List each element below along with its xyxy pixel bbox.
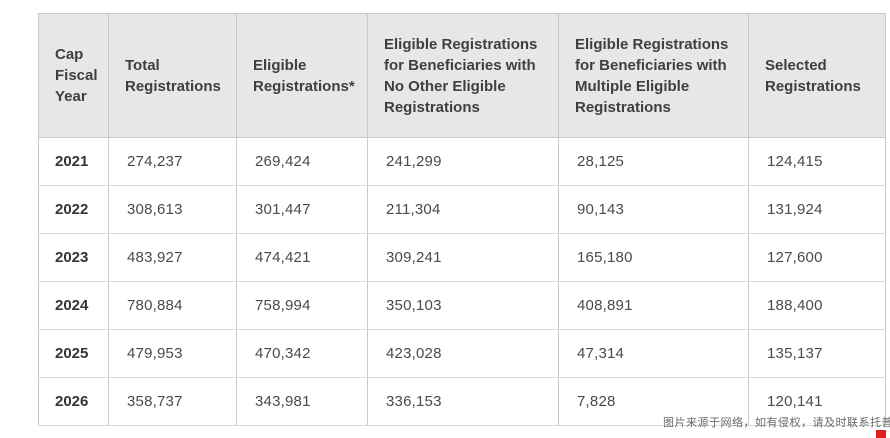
value-cell-eligible: 474,421 bbox=[236, 233, 368, 282]
year-cell: 2021 bbox=[38, 137, 109, 186]
value-cell-total: 479,953 bbox=[108, 329, 237, 378]
corner-mark-red bbox=[876, 430, 886, 438]
year-cell: 2025 bbox=[38, 329, 109, 378]
header-cell-selected-registrations: Selected Registrations bbox=[748, 13, 886, 138]
value-cell-no-other: 211,304 bbox=[367, 185, 559, 234]
value-cell-eligible: 301,447 bbox=[236, 185, 368, 234]
header-cell-eligible-registrations: Eligible Registrations* bbox=[236, 13, 368, 138]
year-cell: 2022 bbox=[38, 185, 109, 234]
table-row-2023: 2023 483,927 474,421 309,241 165,180 127… bbox=[38, 233, 886, 282]
value-cell-multiple: 165,180 bbox=[558, 233, 749, 282]
value-cell-eligible: 269,424 bbox=[236, 137, 368, 186]
value-cell-multiple: 7,828 bbox=[558, 377, 749, 426]
value-cell-total: 274,237 bbox=[108, 137, 237, 186]
year-cell: 2026 bbox=[38, 377, 109, 426]
value-cell-selected: 120,141 bbox=[748, 377, 886, 426]
header-cell-cap-fiscal-year: Cap Fiscal Year bbox=[38, 13, 109, 138]
value-cell-eligible: 758,994 bbox=[236, 281, 368, 330]
value-cell-eligible: 470,342 bbox=[236, 329, 368, 378]
value-cell-multiple: 408,891 bbox=[558, 281, 749, 330]
year-cell: 2023 bbox=[38, 233, 109, 282]
value-cell-selected: 135,137 bbox=[748, 329, 886, 378]
value-cell-multiple: 90,143 bbox=[558, 185, 749, 234]
table-row-2021: 2021 274,237 269,424 241,299 28,125 124,… bbox=[38, 137, 886, 186]
watermark-text: 图片来源于网络，如有侵权，请及时联系托普仕留学删除 bbox=[663, 417, 890, 429]
value-cell-multiple: 47,314 bbox=[558, 329, 749, 378]
value-cell-total: 780,884 bbox=[108, 281, 237, 330]
table-row-2022: 2022 308,613 301,447 211,304 90,143 131,… bbox=[38, 185, 886, 234]
year-cell: 2024 bbox=[38, 281, 109, 330]
value-cell-no-other: 350,103 bbox=[367, 281, 559, 330]
value-cell-multiple: 28,125 bbox=[558, 137, 749, 186]
value-cell-eligible: 343,981 bbox=[236, 377, 368, 426]
header-cell-total-registrations: Total Registrations bbox=[108, 13, 237, 138]
value-cell-selected: 131,924 bbox=[748, 185, 886, 234]
header-cell-no-other-eligible: Eligible Registrations for Beneficiaries… bbox=[367, 13, 559, 138]
registrations-table: Cap Fiscal Year Total Registrations Elig… bbox=[38, 13, 886, 426]
value-cell-total: 308,613 bbox=[108, 185, 237, 234]
header-row: Cap Fiscal Year Total Registrations Elig… bbox=[38, 13, 886, 138]
table-row-2025: 2025 479,953 470,342 423,028 47,314 135,… bbox=[38, 329, 886, 378]
value-cell-selected: 127,600 bbox=[748, 233, 886, 282]
header-cell-multiple-eligible: Eligible Registrations for Beneficiaries… bbox=[558, 13, 749, 138]
value-cell-selected: 124,415 bbox=[748, 137, 886, 186]
value-cell-no-other: 423,028 bbox=[367, 329, 559, 378]
value-cell-no-other: 309,241 bbox=[367, 233, 559, 282]
value-cell-selected: 188,400 bbox=[748, 281, 886, 330]
value-cell-no-other: 241,299 bbox=[367, 137, 559, 186]
value-cell-no-other: 336,153 bbox=[367, 377, 559, 426]
table-row-2024: 2024 780,884 758,994 350,103 408,891 188… bbox=[38, 281, 886, 330]
value-cell-total: 358,737 bbox=[108, 377, 237, 426]
table-row-2026: 2026 358,737 343,981 336,153 7,828 120,1… bbox=[38, 377, 886, 426]
value-cell-total: 483,927 bbox=[108, 233, 237, 282]
registrations-table-container: Cap Fiscal Year Total Registrations Elig… bbox=[38, 13, 886, 426]
